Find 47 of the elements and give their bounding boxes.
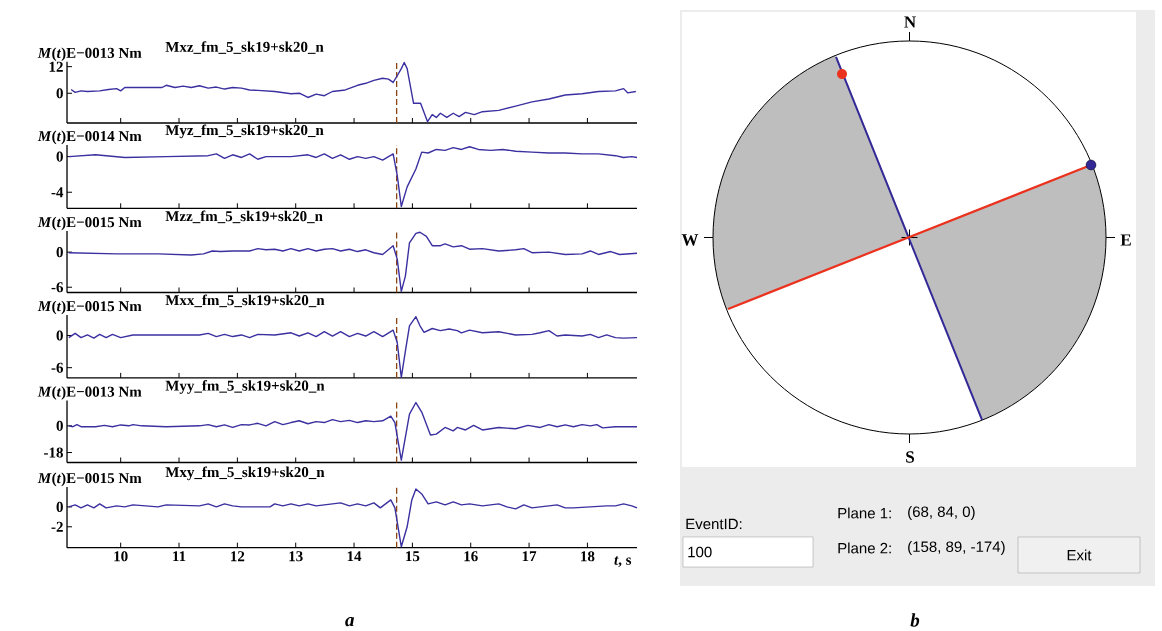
text: 100 [688, 546, 712, 558]
chart-title: Myy_fm_5_sk19+sk20_n [165, 380, 325, 394]
text: a [345, 617, 355, 627]
y-tick-label: -2 [51, 521, 63, 532]
y-tick-label: 0 [56, 501, 63, 512]
y-tick-label: 0 [56, 420, 63, 431]
y-tick-label: 0 [56, 330, 63, 341]
chart-title: Mzz_fm_5_sk19+sk20_n [165, 210, 323, 224]
chart-title: Myz_fm_5_sk19+sk20_n [165, 124, 324, 139]
text: W [681, 234, 699, 246]
text: S [906, 451, 915, 463]
x-tick-label: 10 [114, 551, 128, 562]
y-tick-label: -4 [51, 187, 64, 198]
y-tick-label: 0 [56, 247, 63, 258]
y-tick-label: 0 [56, 88, 63, 99]
y-axis-title: M(t)E−0015 Nm [37, 216, 142, 231]
x-tick-label: 12 [231, 551, 245, 562]
x-tick-label: 17 [522, 551, 537, 562]
y-axis-title: M(t)E−0015 Nm [37, 300, 142, 315]
y-tick-label: -6 [51, 282, 64, 293]
text: Plane 2: [838, 542, 891, 554]
x-axis-title: t, s [614, 556, 632, 567]
chart-title: Mxy_fm_5_sk19+sk20_n [165, 466, 325, 481]
y-axis-title: M(t)E−0014 Nm [37, 130, 142, 145]
chart-title: Mxx_fm_5_sk19+sk20_n [165, 294, 325, 308]
text: E [1120, 234, 1131, 246]
text: Exit [1067, 549, 1092, 561]
x-tick-label: 13 [289, 551, 303, 562]
text: b [910, 613, 920, 627]
y-tick-label: 0 [56, 151, 63, 162]
x-tick-label: 15 [406, 551, 420, 562]
y-tick-label: -18 [44, 447, 63, 458]
y-axis-title: M(t)E−0013 Nm [37, 47, 142, 61]
x-tick-label: 14 [347, 551, 362, 562]
text: Plane 1: [838, 507, 891, 519]
text: N [904, 16, 916, 28]
chart-title: Mxz_fm_5_sk19+sk20_n [165, 41, 324, 54]
text: (68, 84, 0) [908, 506, 975, 520]
y-axis-title: M(t)E−0015 Nm [37, 472, 142, 487]
text: EventID: [686, 518, 742, 530]
y-tick-label: 12 [49, 61, 63, 72]
y-tick-label: -6 [51, 362, 64, 373]
y-axis-title: M(t)E−0013 Nm [37, 386, 142, 400]
x-tick-label: 11 [173, 551, 186, 562]
x-tick-label: 16 [464, 551, 478, 562]
text: (158, 89, -174) [908, 541, 1005, 555]
x-tick-label: 18 [581, 551, 595, 562]
